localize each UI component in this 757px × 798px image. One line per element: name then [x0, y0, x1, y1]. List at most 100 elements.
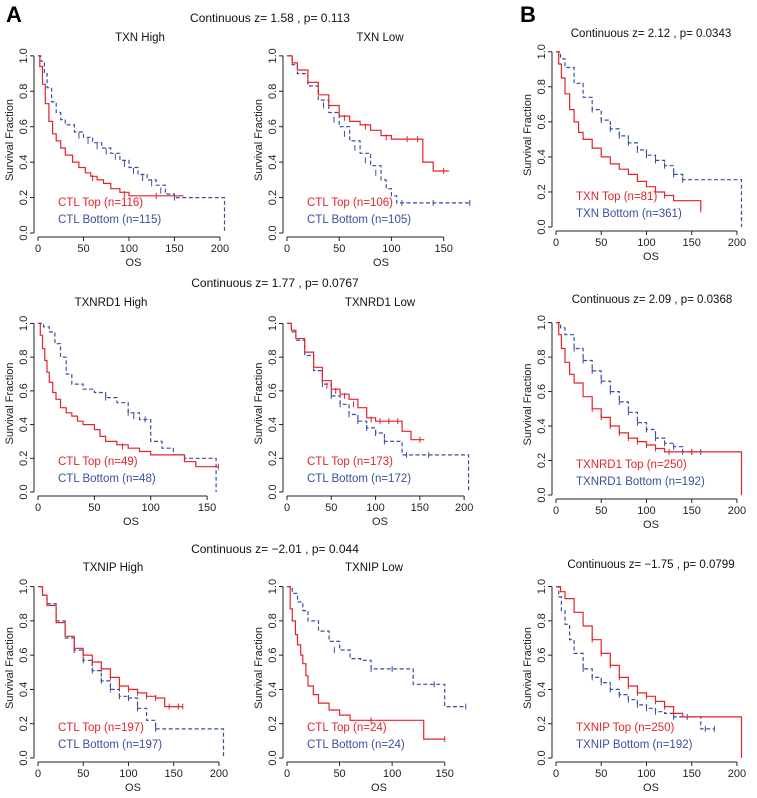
- y-tick-label: 0.4: [536, 682, 548, 697]
- x-tick-label: 150: [434, 243, 452, 255]
- y-tick-label: 0.0: [536, 487, 548, 502]
- x-tick-label: 0: [284, 768, 290, 780]
- plot-title: Continuous z= 2.12 , p= 0.0343: [571, 28, 731, 40]
- x-tick-label: 150: [683, 505, 701, 517]
- x-tick-label: 100: [120, 243, 138, 255]
- y-axis-title: Survival Fraction: [4, 363, 16, 445]
- y-tick-label: 1.0: [536, 44, 548, 59]
- y-axis-title: Survival Fraction: [253, 363, 265, 445]
- y-tick-label: 0.4: [536, 149, 548, 164]
- x-tick-label: 150: [683, 768, 701, 780]
- x-tick-label: 150: [683, 237, 701, 249]
- y-tick-label: 0.8: [536, 349, 548, 364]
- y-tick-label: 0.8: [267, 84, 279, 99]
- txnrd1-combined-plot: Continuous z= 2.09 , p= 0.0368 0.0 0.2 0.4 0…: [522, 294, 746, 531]
- legend-bottom: CTL Bottom (n=115): [58, 214, 161, 226]
- x-tick-label: 150: [411, 502, 429, 514]
- x-tick-label: 150: [436, 768, 454, 780]
- y-tick-label: 0.4: [267, 154, 279, 169]
- plot-title: Continuous z= −1.75 , p= 0.0799: [567, 559, 734, 571]
- y-tick-label: 1.0: [267, 579, 279, 594]
- y-tick-label: 0.6: [267, 383, 279, 398]
- km-curve-bottom: [556, 586, 715, 730]
- plot-title: Continuous z= 2.09 , p= 0.0368: [572, 294, 732, 306]
- group-title-txn: Continuous z= 1.58 , p= 0.113: [190, 11, 350, 25]
- x-axis-title: OS: [371, 782, 387, 794]
- x-tick-label: 0: [284, 243, 290, 255]
- legend-top: TXNRD1 Top (n=250): [576, 459, 687, 471]
- km-curve-top: [556, 322, 743, 495]
- y-tick-label: 0.0: [267, 484, 279, 499]
- plot-title: TXNIP High: [83, 562, 144, 574]
- x-tick-label: 150: [165, 768, 183, 780]
- y-axis-title: Survival Fraction: [522, 364, 534, 446]
- x-tick-label: 200: [211, 243, 229, 255]
- y-tick-label: 0.6: [267, 647, 279, 662]
- y-tick-label: 0.8: [18, 349, 30, 364]
- plot-title: TXNRD1 High: [75, 297, 148, 309]
- legend-bottom: TXN Bottom (n=361): [576, 208, 682, 220]
- x-tick-label: 0: [284, 502, 290, 514]
- x-axis-title: OS: [643, 519, 659, 531]
- x-tick-label: 200: [210, 768, 228, 780]
- txn-high-plot: TXN High 0.0 0.2 0.4 0.6 0.8 1.0 0 50 100 150 200 OS…: [4, 32, 229, 269]
- panel-label-a: A: [6, 2, 22, 27]
- legend-top: TXNIP Top (n=250): [576, 722, 675, 734]
- km-curve-bottom: [556, 51, 743, 227]
- group-title-txnrd1: Continuous z= 1.77 , p= 0.0767: [191, 276, 359, 290]
- km-curve-top: [287, 322, 425, 441]
- x-tick-label: 0: [553, 768, 559, 780]
- legend-bottom: CTL Bottom (n=24): [307, 739, 405, 751]
- km-curve-top: [556, 51, 702, 210]
- x-tick-label: 50: [595, 768, 607, 780]
- plot-grid: TXN High 0.0 0.2 0.4 0.6 0.8 1.0 0 50 100 150 200 OS…: [4, 28, 746, 794]
- y-tick-label: 1.0: [267, 316, 279, 331]
- y-tick-label: 1.0: [267, 48, 279, 63]
- legend-top: CTL Top (n=24): [307, 722, 387, 734]
- x-tick-label: 50: [325, 502, 337, 514]
- legend-bottom: CTL Bottom (n=48): [58, 473, 156, 485]
- txn-low-plot: TXN Low 0.0 0.2 0.4 0.6 0.8 1.0 0 50 100 150 OS Surv…: [253, 32, 471, 269]
- legend-top: TXN Top (n=81): [576, 191, 657, 203]
- legend-top: CTL Top (n=116): [58, 197, 143, 209]
- x-tick-label: 0: [553, 237, 559, 249]
- x-tick-label: 50: [77, 768, 89, 780]
- y-tick-label: 0.6: [18, 383, 30, 398]
- y-tick-label: 0.0: [18, 750, 30, 765]
- x-axis-title: OS: [643, 782, 659, 794]
- txnip-high-plot: TXNIP High 0.0 0.2 0.4 0.6 0.8 1.0 0 50 100 150 200…: [4, 562, 228, 794]
- x-tick-label: 100: [637, 505, 655, 517]
- x-axis-title: OS: [125, 782, 141, 794]
- y-tick-label: 0.4: [267, 682, 279, 697]
- x-axis-title: OS: [126, 257, 142, 269]
- legend-bottom: CTL Bottom (n=105): [307, 214, 411, 226]
- x-tick-label: 100: [383, 768, 401, 780]
- legend-top: CTL Top (n=197): [58, 722, 144, 734]
- txnip-low-plot: TXNIP Low 0.0 0.2 0.4 0.6 0.8 1.0 0 50 100 150 OS Su…: [253, 562, 467, 794]
- y-tick-label: 0.0: [18, 484, 30, 499]
- x-tick-label: 150: [165, 243, 183, 255]
- y-axis-title: Survival Fraction: [522, 627, 534, 709]
- y-tick-label: 0.4: [267, 417, 279, 432]
- x-tick-label: 200: [455, 502, 473, 514]
- y-tick-label: 0.2: [536, 453, 548, 468]
- y-tick-label: 0.6: [536, 384, 548, 399]
- y-tick-label: 0.2: [267, 716, 279, 731]
- x-tick-label: 0: [35, 243, 41, 255]
- y-tick-label: 0.4: [18, 417, 30, 432]
- x-tick-label: 150: [198, 502, 216, 514]
- legend-top: CTL Top (n=173): [307, 456, 393, 468]
- y-tick-label: 0.2: [536, 716, 548, 731]
- y-tick-label: 0.2: [267, 451, 279, 466]
- km-curve-top: [38, 322, 219, 468]
- txn-combined-plot: Continuous z= 2.12 , p= 0.0343 0.0 0.2 0.4 0…: [522, 28, 746, 263]
- x-tick-label: 0: [553, 505, 559, 517]
- y-tick-label: 0.8: [536, 79, 548, 94]
- x-tick-label: 200: [728, 768, 746, 780]
- x-tick-label: 100: [142, 502, 160, 514]
- plot-title: TXNRD1 Low: [345, 297, 416, 309]
- x-axis-title: OS: [643, 251, 659, 263]
- y-tick-label: 0.6: [18, 119, 30, 134]
- km-curve-bottom: [287, 586, 466, 708]
- x-tick-label: 100: [366, 502, 384, 514]
